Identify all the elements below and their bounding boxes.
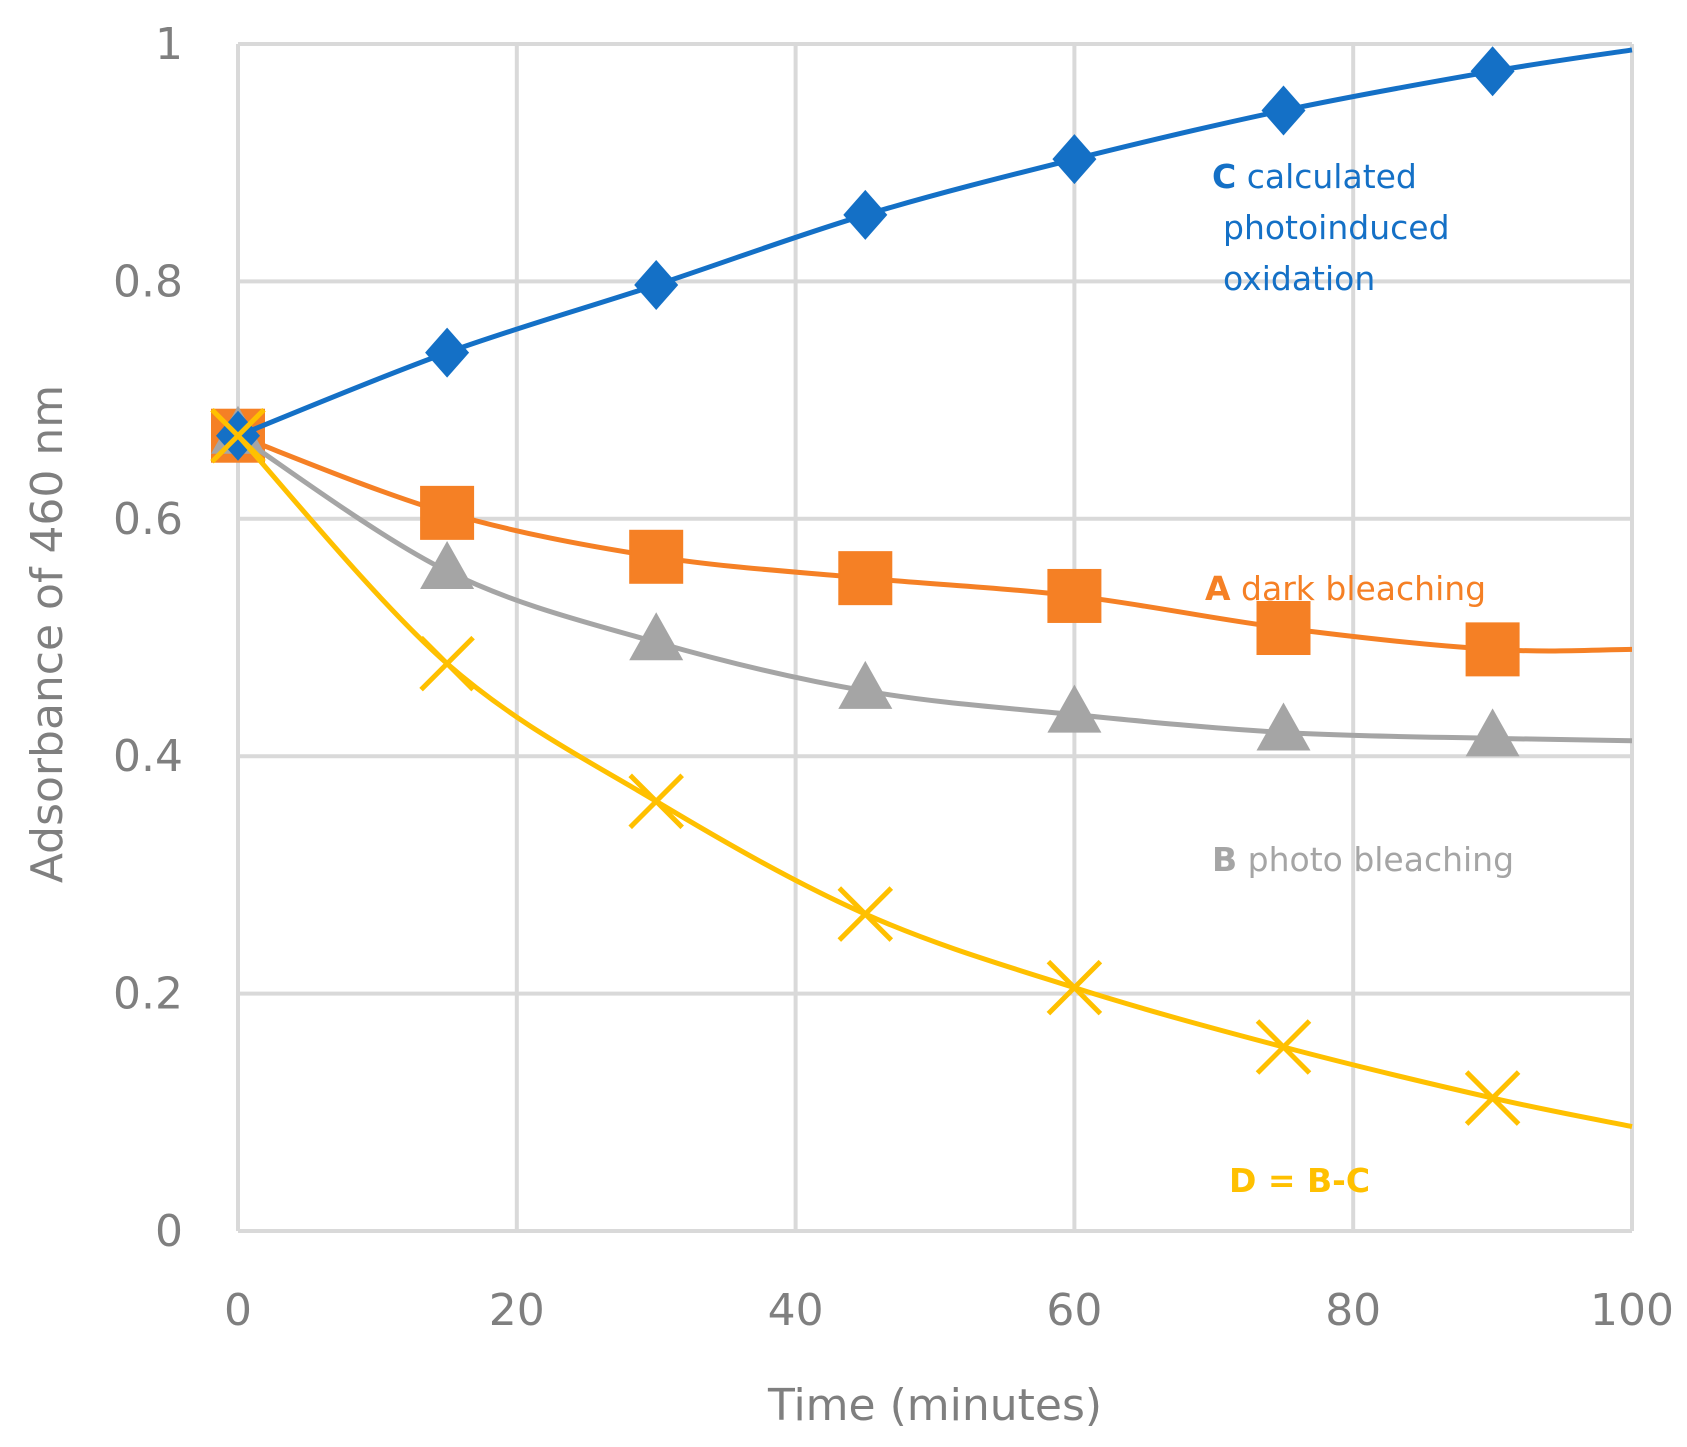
x-axis-ticks: 0 20 40 60 80 100 bbox=[224, 1285, 1674, 1336]
series-label-dbc: D = B-C bbox=[1229, 1161, 1370, 1200]
series-label-line: oxidation bbox=[1223, 259, 1375, 298]
series-label-text: dark bleaching bbox=[1231, 569, 1487, 608]
data-point-b bbox=[1465, 708, 1520, 757]
y-tick-label: 0.4 bbox=[113, 731, 183, 782]
data-point-dbc bbox=[1255, 1019, 1312, 1075]
data-point-dbc bbox=[1046, 959, 1103, 1016]
series-c bbox=[216, 46, 1633, 461]
data-point-a bbox=[1256, 601, 1311, 656]
x-tick-label: 20 bbox=[489, 1285, 545, 1336]
x-tick-label: 60 bbox=[1046, 1285, 1102, 1336]
data-point-a bbox=[1047, 568, 1102, 623]
series-label-b: B photo bleaching bbox=[1212, 840, 1514, 879]
data-point-dbc bbox=[210, 407, 266, 464]
data-point-c bbox=[843, 189, 888, 240]
data-point-dbc bbox=[1464, 1070, 1521, 1126]
series-label-a: A dark bleaching bbox=[1205, 569, 1486, 608]
data-point-b bbox=[838, 660, 893, 709]
x-tick-label: 0 bbox=[224, 1285, 252, 1336]
series-label-c: C calculated bbox=[1212, 157, 1417, 196]
data-point-c bbox=[1052, 134, 1097, 185]
series-label-text: photo bleaching bbox=[1237, 840, 1514, 879]
data-point-c bbox=[634, 259, 679, 310]
series-label-letter: D = B-C bbox=[1229, 1161, 1370, 1200]
series-label-line: photoinduced bbox=[1223, 208, 1450, 247]
y-tick-label: 0 bbox=[155, 1206, 183, 1257]
series-label-letter: B bbox=[1212, 840, 1237, 879]
series-a bbox=[211, 408, 1633, 677]
y-tick-label: 0.8 bbox=[113, 256, 183, 307]
series-dbc bbox=[210, 407, 1633, 1129]
x-tick-label: 40 bbox=[768, 1285, 824, 1336]
series-label-letter: A bbox=[1205, 569, 1231, 608]
data-point-dbc bbox=[628, 773, 684, 830]
y-tick-label: 0.2 bbox=[113, 969, 183, 1020]
y-axis-title: Adsorbance of 460 nm bbox=[22, 385, 73, 883]
data-point-a bbox=[1465, 622, 1520, 677]
x-axis-title: Time (minutes) bbox=[767, 1380, 1102, 1431]
data-point-b bbox=[1047, 684, 1102, 733]
data-point-c bbox=[425, 327, 470, 378]
data-point-c bbox=[1261, 85, 1306, 136]
x-tick-label: 80 bbox=[1325, 1285, 1381, 1336]
series-label-text: calculated bbox=[1236, 157, 1417, 196]
x-tick-label: 100 bbox=[1590, 1285, 1674, 1336]
series-label-letter: C bbox=[1212, 157, 1236, 196]
data-point-b bbox=[420, 541, 475, 590]
data-point-b bbox=[629, 612, 684, 661]
data-point-a bbox=[629, 529, 684, 584]
data-point-a bbox=[420, 485, 475, 540]
data-point-b bbox=[1256, 702, 1311, 751]
data-point-c bbox=[1470, 46, 1515, 97]
data-point-dbc bbox=[837, 886, 894, 942]
data-point-dbc bbox=[419, 635, 475, 692]
series-labels: A dark bleaching B photo bleaching C calcu… bbox=[1205, 157, 1514, 1200]
y-axis-ticks: 0 0.2 0.4 0.6 0.8 1 bbox=[113, 19, 183, 1257]
series-group bbox=[210, 46, 1633, 1129]
data-point-a bbox=[838, 551, 893, 606]
y-tick-label: 1 bbox=[155, 19, 183, 70]
y-tick-label: 0.6 bbox=[113, 494, 183, 545]
